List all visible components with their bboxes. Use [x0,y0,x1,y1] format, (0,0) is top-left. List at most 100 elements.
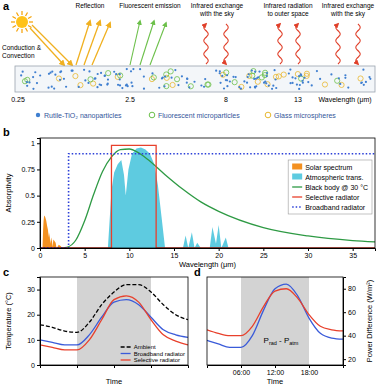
tio2-nanoparticle [104,75,106,77]
tio2-nanoparticle [186,77,188,79]
tio2-nanoparticle [272,85,274,87]
tio2-nanoparticle [188,86,190,88]
x-tick: 20 [215,248,223,259]
reflection-arrow [76,21,90,65]
panel-d: 06:0012:0018:0020406080dTimePower Differ… [194,266,374,386]
y-axis-title: Absorptivity [4,173,13,212]
tio2-nanoparticle [215,70,217,72]
fluorescent-particle [250,73,255,78]
fluorescent-particle [262,72,267,77]
x-tick-label: 35 [349,252,357,259]
tick-mark [85,248,86,251]
tio2-nanoparticle [107,83,109,85]
glass-microsphere [322,82,327,87]
infrared-arrow [224,24,228,64]
glass-microsphere [170,82,175,87]
tio2-nanoparticle [246,82,248,84]
legend-label: Rutile-TiO₂ nanoparticles [44,112,122,120]
tio2-nanoparticle [96,86,98,88]
y2-tick-label: 80 [348,285,356,292]
tio2-nanoparticle [257,76,259,78]
figure-svg: aReflectionFluorescent emissionInfrared … [0,0,383,392]
tio2-nanoparticle [226,79,228,81]
infrared-arrow [278,24,282,64]
tick-mark [353,248,354,251]
y2-axis-line [344,278,347,366]
tio2-nanoparticle [291,76,293,78]
tick-mark [37,365,40,366]
fluorescent-particle [188,84,193,89]
process-label: Fluorescent emission [119,2,181,9]
legend-label: Solar spectrum [305,164,352,172]
y-tick: 10 [27,337,40,344]
glass-microsphere [358,76,363,81]
x-tick: 0 [39,248,43,259]
legend-label: Fluorescent microparticles [158,112,240,120]
y-axis-title: Temperature (°C) [4,292,13,350]
fluorescence-arrow [130,21,140,65]
panel-label: c [3,266,9,278]
tio2-nanoparticle [271,88,273,90]
tio2-nanoparticle [268,84,270,86]
x-tick-label: 30 [305,252,313,259]
tio2-nanoparticle [219,82,221,84]
tio2-nanoparticle [26,81,28,83]
plot-frame [207,277,343,365]
y2-tick: 20 [343,356,356,363]
fluorescent-particle [164,84,169,89]
legend-label: Black body @ 30 °C [305,184,368,192]
side-label: Conduction & [2,44,42,51]
tio2-nanoparticle [84,79,86,81]
y2-tick-label: 60 [348,309,356,316]
y-tick-label: 10 [27,337,35,344]
sun-icon [11,11,33,33]
y-axis: 0102030 [27,278,40,369]
side-label: Convection [2,52,35,59]
series-line [40,296,188,350]
tio2-nanoparticle [251,69,253,71]
tio2-nanoparticle [235,76,237,78]
sun-ray [28,17,31,19]
tio2-nanoparticle [258,71,260,73]
tio2-nanoparticle [219,70,221,72]
tick-mark [37,169,40,170]
y-tick: 1 [31,140,40,147]
tio2-nanoparticle [32,88,34,90]
plot-frame [40,138,375,248]
tio2-nanoparticle [299,84,301,86]
fluorescent-particle [106,71,111,76]
tio2-nanoparticle [253,78,255,80]
fluorescent-particle [232,80,237,85]
x-axis [41,365,189,368]
tio2-nanoparticle [51,86,53,88]
tio2-nanoparticle [174,69,176,71]
plot-area [207,277,343,365]
tio2-nanoparticle [256,77,258,79]
tio2-nanoparticle [22,71,24,73]
legend-items: Solar spectrumAtmospheric trans.Black bo… [292,164,368,211]
plot-frame [40,277,188,365]
tio2-nanoparticle [301,80,303,82]
sun-ray [11,21,15,22]
tio2-nanoparticle [274,78,276,80]
tio2-nanoparticle [229,80,231,82]
legend-swatch [292,186,302,187]
tio2-nanoparticle [368,76,370,78]
y-tick: 20 [27,311,40,318]
panel-a: aReflectionFluorescent emissionInfrared … [2,0,375,120]
legend-swatch [292,196,302,197]
infrared-arrow [336,24,340,64]
tio2-nanoparticle [130,70,132,72]
tick-mark [309,365,310,368]
tio2-nanoparticle [223,87,225,89]
tio2-nanoparticle [289,82,291,84]
tio2-nanoparticle [161,77,163,79]
x-tick: 18:00 [301,365,319,376]
tio2-nanoparticle [132,68,134,70]
tick-mark [263,248,264,251]
panel-label: b [3,126,10,138]
coating-layer [15,66,375,92]
legend-swatch [292,174,302,180]
x-tick: 10 [126,248,134,259]
tio2-nanoparticle [104,75,106,77]
